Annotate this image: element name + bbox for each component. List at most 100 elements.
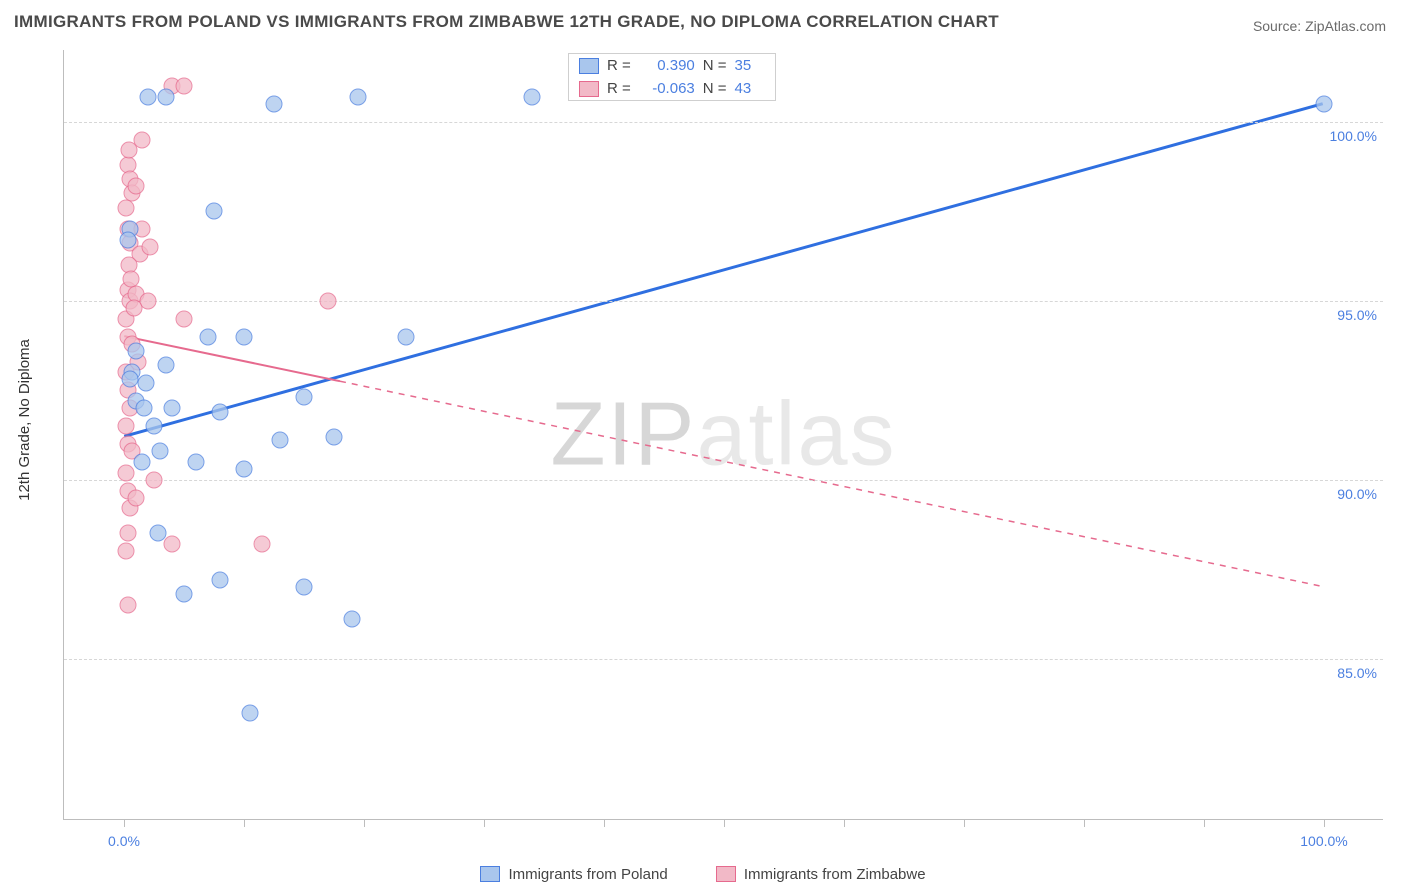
correlation-legend: R = 0.390 N = 35 R = -0.063 N = 43 — [568, 53, 776, 101]
data-point-zimbabwe — [120, 142, 137, 159]
data-point-zimbabwe — [146, 471, 163, 488]
data-point-poland — [344, 611, 361, 628]
data-point-zimbabwe — [128, 178, 145, 195]
watermark: ZIPatlas — [550, 383, 896, 486]
data-point-poland — [296, 579, 313, 596]
data-point-zimbabwe — [176, 310, 193, 327]
x-tick-label: 100.0% — [1300, 833, 1347, 849]
data-point-poland — [176, 586, 193, 603]
data-point-zimbabwe — [118, 418, 135, 435]
gridline — [64, 480, 1383, 481]
data-point-zimbabwe — [119, 525, 136, 542]
r-value-zimbabwe: -0.063 — [639, 80, 695, 97]
x-tick — [124, 819, 125, 827]
n-label: N = — [703, 80, 727, 97]
data-point-poland — [212, 572, 229, 589]
swatch-zimbabwe — [579, 81, 599, 97]
data-point-zimbabwe — [254, 536, 271, 553]
regression-line-dashed-zimbabwe — [340, 381, 1323, 586]
x-tick — [1324, 819, 1325, 827]
data-point-poland — [242, 704, 259, 721]
x-tick-label: 0.0% — [108, 833, 140, 849]
gridline — [64, 659, 1383, 660]
n-value-poland: 35 — [735, 57, 765, 74]
x-tick — [244, 819, 245, 827]
r-label: R = — [607, 57, 631, 74]
n-value-zimbabwe: 43 — [735, 80, 765, 97]
data-point-poland — [296, 389, 313, 406]
data-point-poland — [206, 203, 223, 220]
data-point-zimbabwe — [320, 292, 337, 309]
data-point-poland — [350, 88, 367, 105]
legend-row-poland: R = 0.390 N = 35 — [569, 54, 775, 77]
data-point-zimbabwe — [118, 464, 135, 481]
y-tick-label: 100.0% — [1330, 128, 1377, 144]
data-point-poland — [1316, 95, 1333, 112]
data-point-poland — [134, 453, 151, 470]
x-tick — [1084, 819, 1085, 827]
data-point-zimbabwe — [118, 199, 135, 216]
legend-label-zimbabwe: Immigrants from Zimbabwe — [744, 866, 926, 883]
data-point-poland — [236, 461, 253, 478]
r-value-poland: 0.390 — [639, 57, 695, 74]
legend-item-zimbabwe: Immigrants from Zimbabwe — [716, 866, 926, 883]
data-point-poland — [136, 400, 153, 417]
data-point-poland — [128, 342, 145, 359]
chart-title: IMMIGRANTS FROM POLAND VS IMMIGRANTS FRO… — [14, 12, 999, 32]
regression-line-zimbabwe — [124, 336, 340, 381]
data-point-zimbabwe — [164, 536, 181, 553]
data-point-poland — [524, 88, 541, 105]
data-point-zimbabwe — [118, 543, 135, 560]
y-tick-label: 90.0% — [1337, 486, 1377, 502]
data-point-zimbabwe — [176, 77, 193, 94]
data-point-zimbabwe — [142, 238, 159, 255]
regression-lines-svg — [64, 50, 1383, 819]
data-point-poland — [158, 88, 175, 105]
data-point-zimbabwe — [128, 489, 145, 506]
legend-label-poland: Immigrants from Poland — [508, 866, 667, 883]
data-point-zimbabwe — [125, 299, 142, 316]
swatch-zimbabwe — [716, 866, 736, 882]
gridline — [64, 122, 1383, 123]
data-point-poland — [152, 443, 169, 460]
gridline — [64, 301, 1383, 302]
data-point-poland — [149, 525, 166, 542]
data-point-poland — [266, 95, 283, 112]
y-tick-label: 95.0% — [1337, 307, 1377, 323]
legend-row-zimbabwe: R = -0.063 N = 43 — [569, 77, 775, 100]
data-point-poland — [236, 328, 253, 345]
data-point-poland — [326, 428, 343, 445]
x-tick — [1204, 819, 1205, 827]
y-tick-label: 85.0% — [1337, 665, 1377, 681]
series-legend: Immigrants from Poland Immigrants from Z… — [0, 866, 1406, 887]
x-tick — [844, 819, 845, 827]
regression-line-poland — [124, 104, 1322, 437]
data-point-poland — [212, 403, 229, 420]
data-point-poland — [140, 88, 157, 105]
data-point-poland — [146, 418, 163, 435]
x-tick — [604, 819, 605, 827]
legend-item-poland: Immigrants from Poland — [480, 866, 667, 883]
x-tick — [724, 819, 725, 827]
data-point-poland — [200, 328, 217, 345]
data-point-poland — [398, 328, 415, 345]
x-tick — [484, 819, 485, 827]
x-tick — [964, 819, 965, 827]
swatch-poland — [579, 58, 599, 74]
data-point-poland — [188, 453, 205, 470]
data-point-poland — [158, 357, 175, 374]
data-point-poland — [272, 432, 289, 449]
data-point-poland — [164, 400, 181, 417]
data-point-poland — [137, 375, 154, 392]
r-label: R = — [607, 80, 631, 97]
n-label: N = — [703, 57, 727, 74]
swatch-poland — [480, 866, 500, 882]
source-attribution: Source: ZipAtlas.com — [1253, 18, 1386, 34]
x-tick — [364, 819, 365, 827]
scatter-plot-area: ZIPatlas R = 0.390 N = 35 R = -0.063 N =… — [63, 50, 1383, 820]
data-point-poland — [122, 371, 139, 388]
y-axis-label: 12th Grade, No Diploma — [16, 339, 33, 501]
data-point-zimbabwe — [123, 271, 140, 288]
data-point-poland — [119, 231, 136, 248]
data-point-zimbabwe — [119, 597, 136, 614]
